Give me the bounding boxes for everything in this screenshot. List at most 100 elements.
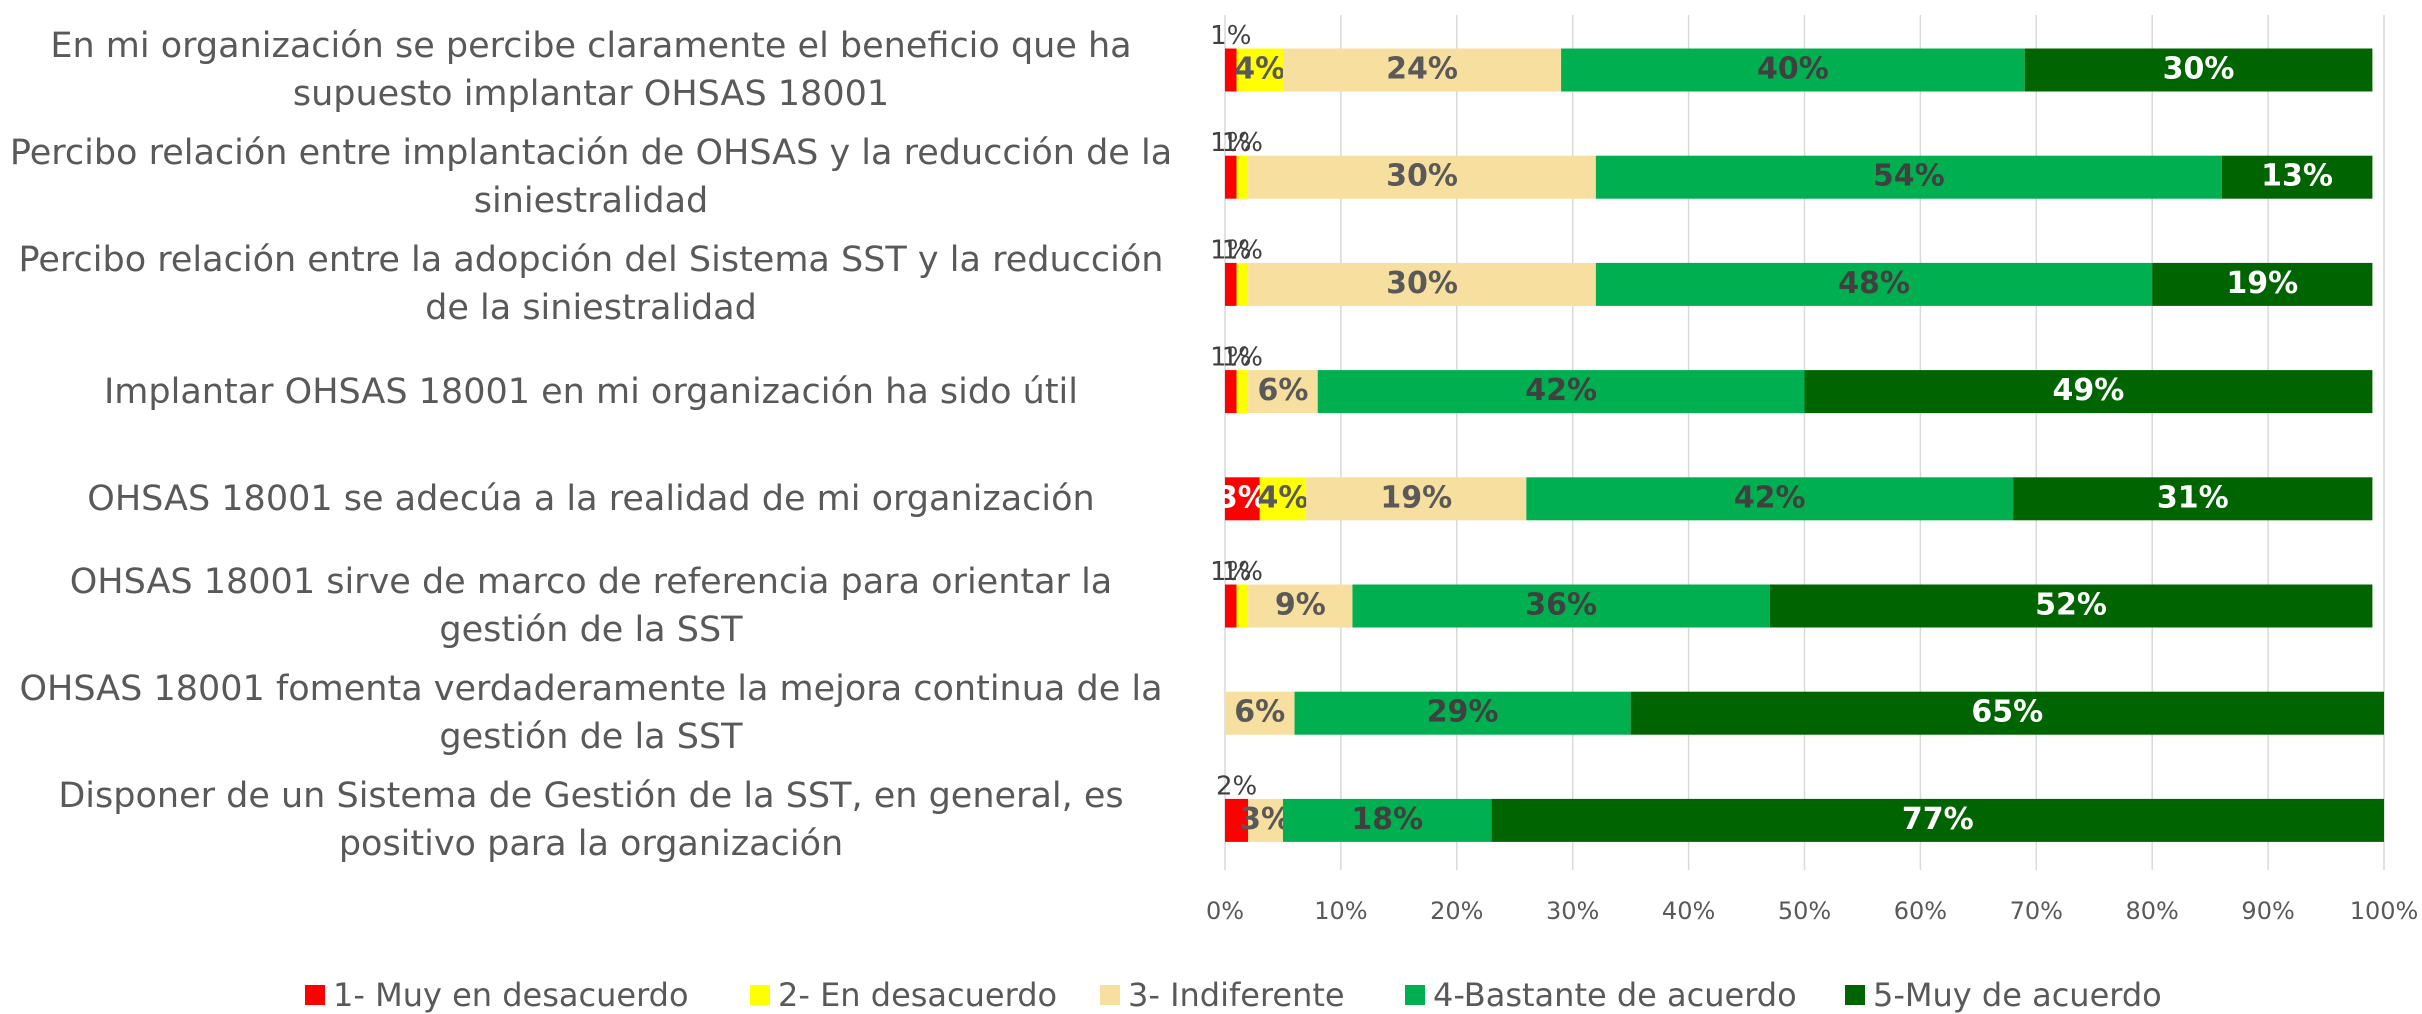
category-label: Disponer de un Sistema de Gestión de la … [58, 776, 1124, 865]
data-label: 1% [1222, 128, 1263, 158]
bar-segment [1248, 262, 1596, 306]
bar-segment [1526, 477, 2014, 521]
bar-segment [1630, 691, 2384, 735]
data-label: 1% [1222, 343, 1263, 373]
x-tick-label: 100% [2350, 897, 2419, 925]
bar-segment [1306, 477, 1527, 521]
bar-segment [1294, 691, 1631, 735]
data-label: 48% [1838, 266, 1910, 301]
bar-segment [1225, 691, 1295, 735]
bar-segment [1282, 798, 1492, 842]
data-label: 2% [1216, 771, 1257, 801]
data-label: 24% [1386, 52, 1458, 87]
x-tick-label: 10% [1314, 897, 1367, 925]
legend-swatch [750, 985, 770, 1005]
data-label: 30% [2163, 52, 2235, 87]
bar-segment [1248, 798, 1283, 842]
bar-segment [1225, 262, 1237, 306]
bar-segment [1225, 798, 1249, 842]
data-label: 3% [1240, 802, 1291, 837]
data-label: 19% [2226, 266, 2298, 301]
x-tick-label: 60% [1894, 897, 1947, 925]
category-label: OHSAS 18001 sirve de marco de referencia… [69, 562, 1113, 650]
category-label: Percibo relación entre implantación de O… [9, 133, 1173, 222]
data-label: 6% [1257, 373, 1308, 408]
bar-segment [1236, 584, 1249, 628]
data-label: 31% [2157, 480, 2229, 515]
bar-segment [1595, 155, 2222, 199]
x-tick-label: 80% [2126, 897, 2179, 925]
bar-segment [1225, 370, 1237, 414]
data-label: 49% [2053, 373, 2125, 408]
x-tick-label: 30% [1546, 897, 1599, 925]
data-label: 1% [1210, 235, 1251, 265]
data-label: 13% [2261, 159, 2333, 194]
bar-segment [1236, 155, 1249, 199]
data-label: 30% [1386, 266, 1458, 301]
bar-segment [1282, 48, 1562, 92]
x-tick-label: 0% [1206, 897, 1244, 925]
bar-segment [1491, 798, 2384, 842]
data-label: 1% [1222, 235, 1263, 265]
category-label: Implantar OHSAS 18001 en mi organización… [103, 371, 1079, 412]
category-label: En mi organización se percibe claramente… [50, 26, 1132, 114]
legend-label: 1- Muy en desacuerdo [333, 976, 689, 1014]
bar-segment [1225, 155, 1237, 199]
data-label: 42% [1734, 480, 1806, 515]
legend-swatch [1405, 985, 1425, 1005]
legend-label: 3- Indiferente [1128, 976, 1345, 1014]
data-label: 40% [1757, 52, 1829, 87]
bar-segment [1225, 477, 1260, 521]
x-tick-label: 20% [1430, 897, 1483, 925]
bar-segment [1259, 477, 1307, 521]
bar-segment [1236, 262, 1249, 306]
data-label: 30% [1386, 159, 1458, 194]
bar-segment [2024, 48, 2373, 92]
bar-segment [1769, 584, 2373, 628]
data-label: 18% [1351, 802, 1423, 837]
bar-segment [1225, 48, 1237, 92]
legend-label: 2- En desacuerdo [778, 976, 1057, 1014]
bar-segment [1248, 370, 1318, 414]
data-label: 1% [1222, 557, 1263, 587]
bar-segment [1225, 584, 1237, 628]
bar-segment [2152, 262, 2373, 306]
data-label: 36% [1525, 588, 1597, 623]
bar-segment [1317, 370, 1805, 414]
data-label: 6% [1234, 695, 1285, 730]
category-label: OHSAS 18001 fomenta verdaderamente la me… [19, 669, 1163, 758]
data-label: 1% [1210, 21, 1251, 51]
bar-segment [1236, 48, 1283, 92]
legend-label: 5-Muy de acuerdo [1873, 976, 2162, 1014]
data-label: 4% [1234, 52, 1285, 87]
x-tick-label: 50% [1778, 897, 1831, 925]
data-label: 19% [1380, 480, 1452, 515]
data-label: 65% [1971, 695, 2043, 730]
data-label: 1% [1210, 128, 1251, 158]
data-label: 29% [1427, 695, 1499, 730]
x-tick-label: 70% [2010, 897, 2063, 925]
data-label: 52% [2035, 588, 2107, 623]
bar-segment [1561, 48, 2025, 92]
legend-swatch [305, 985, 325, 1005]
category-label: OHSAS 18001 se adecúa a la realidad de m… [87, 478, 1095, 519]
bar-segment [1248, 584, 1353, 628]
bar-segment [2013, 477, 2373, 521]
x-tick-label: 90% [2241, 897, 2294, 925]
bar-segment [1595, 262, 2153, 306]
data-label: 4% [1257, 480, 1308, 515]
data-label: 3% [1217, 480, 1268, 515]
data-label: 1% [1210, 343, 1251, 373]
data-label: 42% [1525, 373, 1597, 408]
data-label: 9% [1275, 588, 1326, 623]
bar-segment [1352, 584, 1770, 628]
data-label: 1% [1210, 557, 1251, 587]
bar-segment [1804, 370, 2373, 414]
legend-label: 4-Bastante de acuerdo [1433, 976, 1797, 1014]
legend-swatch [1100, 985, 1120, 1005]
bar-segment [1248, 155, 1596, 199]
bar-segment [2221, 155, 2373, 199]
data-label: 77% [1902, 802, 1974, 837]
bar-segment [1236, 370, 1249, 414]
